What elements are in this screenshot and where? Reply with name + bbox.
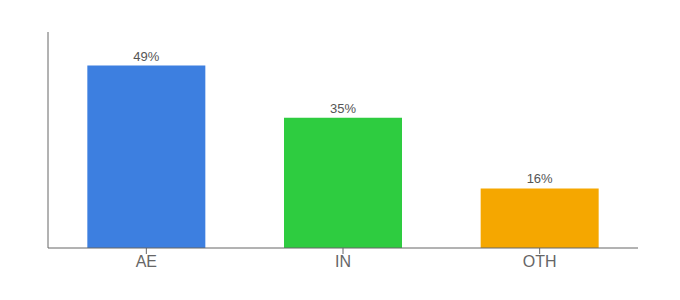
svg-text:AE: AE [136, 253, 157, 270]
svg-text:IN: IN [335, 253, 351, 270]
svg-text:35%: 35% [330, 101, 356, 116]
svg-text:49%: 49% [133, 49, 159, 64]
svg-text:16%: 16% [527, 171, 553, 186]
svg-text:OTH: OTH [523, 253, 557, 270]
